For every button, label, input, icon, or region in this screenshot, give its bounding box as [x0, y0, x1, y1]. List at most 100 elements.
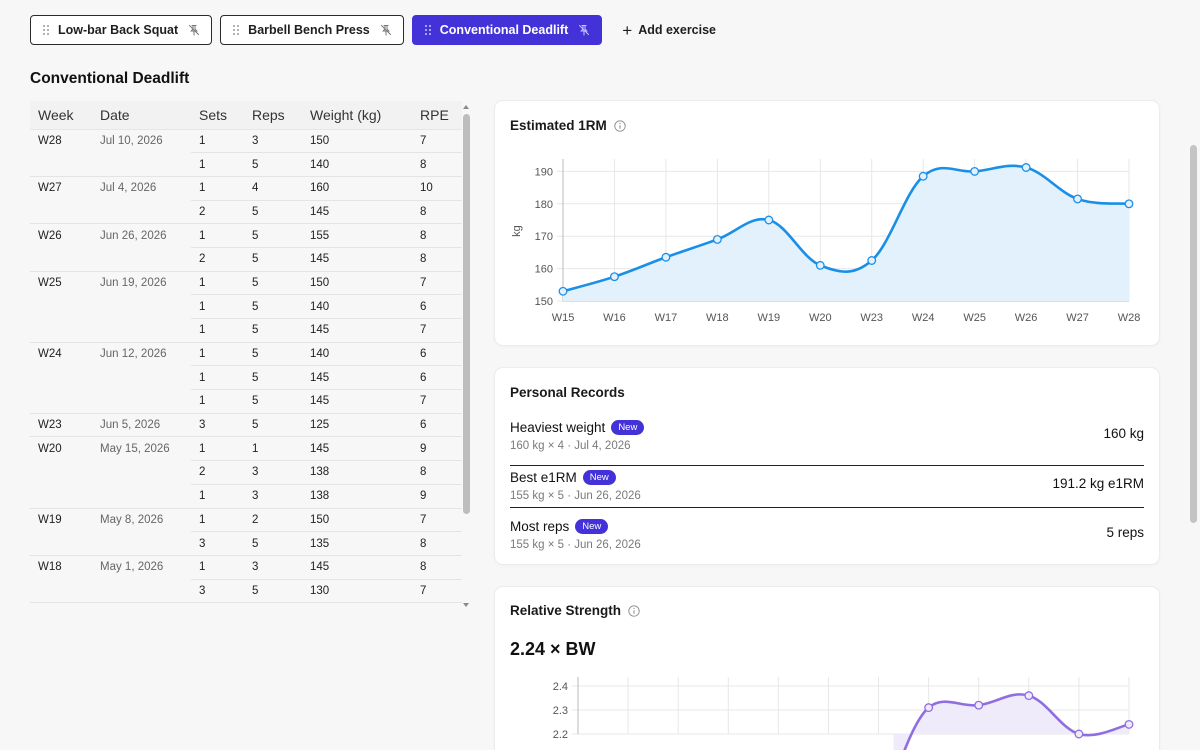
data-point [661, 252, 671, 262]
drag-handle-icon[interactable] [43, 25, 49, 35]
weight-cell: 140 [302, 294, 412, 319]
rpe-cell: 10 [412, 176, 462, 201]
tab-label: Low-bar Back Squat [58, 23, 179, 37]
reps-cell: 3 [244, 555, 302, 580]
week-cell: W18 [38, 561, 62, 574]
sets-cell: 1 [191, 294, 244, 319]
weight-cell: 140 [302, 342, 412, 367]
rpe-cell: 7 [412, 271, 462, 296]
series-area [893, 694, 1129, 750]
reps-cell: 5 [244, 531, 302, 556]
rpe-cell: 6 [412, 294, 462, 319]
rpe-cell: 9 [412, 436, 462, 462]
record-value: 191.2 kg e1RM [1052, 476, 1144, 491]
table-row: 2 5 145 8 [30, 247, 462, 272]
col-week[interactable]: Week [30, 101, 92, 130]
x-tick-label: W23 [860, 312, 883, 324]
table-row: W20 May 15, 2026 1 1 145 9 [30, 436, 462, 462]
date-cell [92, 247, 191, 272]
reps-cell: 4 [244, 176, 302, 201]
data-point [1124, 199, 1134, 209]
table-scrollbar[interactable] [462, 101, 471, 609]
data-point [1021, 163, 1031, 172]
scrollbar-thumb[interactable] [463, 114, 470, 514]
rpe-cell: 8 [412, 531, 462, 556]
x-tick-label: W16 [603, 312, 626, 324]
data-point [1024, 691, 1034, 701]
add-exercise-button[interactable]: + Add exercise [622, 22, 716, 39]
drag-handle-icon[interactable] [424, 25, 431, 35]
new-badge: New [582, 470, 616, 485]
record-label: Most reps New [510, 519, 609, 534]
unpin-icon[interactable] [380, 24, 392, 36]
weight-cell: 138 [302, 460, 412, 485]
e1rm-title: Estimated 1RM [510, 118, 626, 133]
sets-cell: 1 [191, 389, 244, 414]
week-cell [30, 484, 92, 509]
rpe-cell: 8 [412, 555, 462, 580]
page-scrollbar-thumb[interactable] [1190, 145, 1197, 523]
weight-cell: 125 [302, 413, 412, 438]
info-icon[interactable] [628, 604, 640, 617]
tab-low-bar-back-squat[interactable]: Low-bar Back Squat [30, 15, 213, 45]
data-point [712, 234, 722, 244]
sets-cell: 1 [191, 555, 244, 580]
rpe-cell: 8 [412, 200, 462, 225]
scroll-down-icon[interactable] [463, 603, 469, 607]
table-row: 1 5 145 7 [30, 389, 462, 414]
records-title: Personal Records [510, 385, 625, 400]
weight-cell: 145 [302, 555, 412, 580]
week-cell [30, 579, 92, 604]
table-row: 3 5 130 7 [30, 579, 462, 604]
sets-cell: 1 [191, 271, 244, 296]
table-row: 1 3 138 9 [30, 484, 462, 509]
sets-cell: 3 [191, 413, 244, 438]
week-cell: W23 [30, 413, 92, 438]
reps-cell: 5 [244, 294, 302, 319]
week-cell [30, 318, 92, 343]
sets-cell: 1 [191, 436, 244, 462]
drag-handle-icon[interactable] [233, 25, 240, 35]
weight-cell: 135 [302, 531, 412, 556]
rpe-cell: 8 [412, 223, 462, 248]
table-row: 2 3 138 8 [30, 460, 462, 485]
date-cell: Jun 19, 2026 [100, 276, 167, 289]
record-label-text: Heaviest weight [510, 420, 606, 435]
x-tick-label: W27 [1066, 312, 1089, 324]
reps-cell: 5 [244, 271, 302, 296]
sets-cell: 1 [191, 508, 244, 533]
date-cell: Jun 12, 2026 [100, 348, 167, 361]
unpin-icon[interactable] [188, 24, 200, 36]
table-row: W19 May 8, 2026 1 2 150 7 [30, 508, 462, 533]
info-icon[interactable] [614, 119, 626, 132]
reps-cell: 5 [244, 318, 302, 343]
rpe-cell: 6 [412, 342, 462, 367]
reps-cell: 5 [244, 200, 302, 225]
table-row: W23 Jun 5, 2026 3 5 125 6 [30, 413, 462, 438]
col-date[interactable]: Date [92, 101, 191, 130]
sets-cell: 1 [191, 129, 244, 154]
col-reps[interactable]: Reps [244, 101, 302, 130]
tab-barbell-bench-press[interactable]: Barbell Bench Press [220, 15, 404, 45]
e1rm-card: Estimated 1RM 150 160 170 180 190 W15 W16 W17 W1… [495, 101, 1159, 345]
week-cell [30, 295, 92, 319]
date-cell: Jul 10, 2026 [100, 134, 163, 147]
record-detail: 155 kg × 5 · Jun 26, 2026 [510, 539, 641, 551]
col-weight[interactable]: Weight (kg) [302, 101, 412, 130]
weight-cell: 150 [302, 271, 412, 296]
reps-cell: 5 [244, 342, 302, 367]
data-point [815, 260, 825, 270]
weight-cell: 160 [302, 176, 412, 201]
col-sets[interactable]: Sets [191, 101, 244, 130]
data-point [558, 286, 568, 296]
new-badge: New [575, 519, 609, 534]
plus-icon: + [622, 20, 633, 40]
col-rpe[interactable]: RPE [412, 101, 462, 130]
scroll-up-icon[interactable] [463, 105, 469, 109]
table-row: 2 5 145 8 [30, 200, 462, 225]
unpin-icon[interactable] [578, 24, 590, 36]
sets-cell: 1 [191, 318, 244, 343]
week-cell: W20 [38, 442, 62, 455]
add-exercise-label: Add exercise [638, 23, 717, 37]
tab-conventional-deadlift[interactable]: Conventional Deadlift [411, 15, 603, 45]
